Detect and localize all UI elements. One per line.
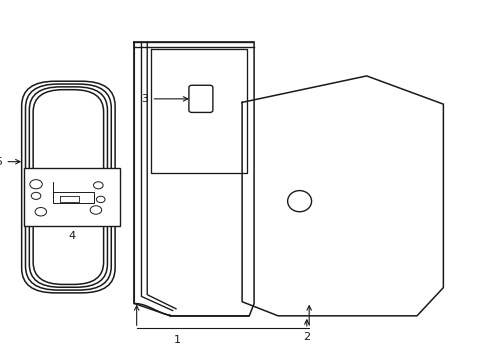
FancyBboxPatch shape: [188, 85, 212, 112]
Text: 5: 5: [0, 157, 20, 167]
Text: 1: 1: [174, 334, 181, 345]
Text: 4: 4: [68, 231, 75, 241]
Text: 3: 3: [142, 94, 187, 104]
Bar: [24, 168, 120, 226]
Text: 2: 2: [303, 320, 310, 342]
